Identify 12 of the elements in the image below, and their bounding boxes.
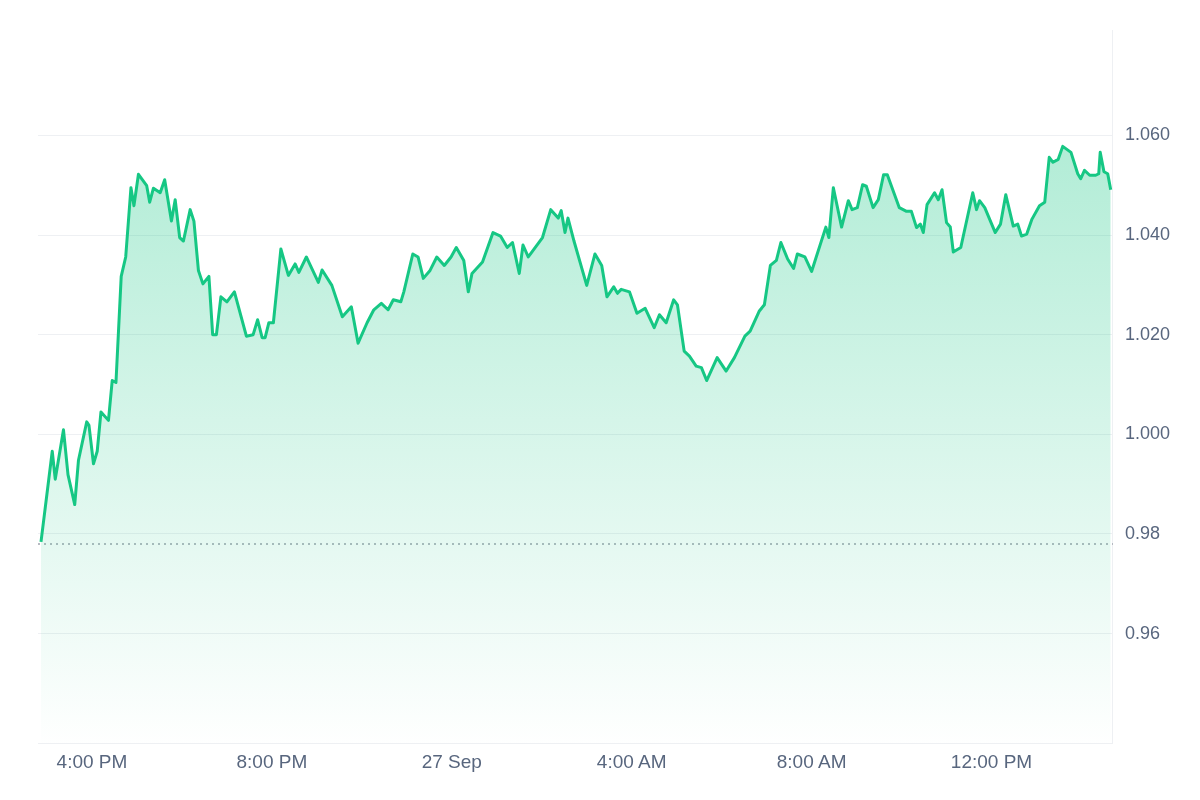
y-tick-label: 1.060 xyxy=(1124,124,1170,145)
x-tick-label: 4:00 AM xyxy=(596,750,667,772)
x-tick-label: 4:00 PM xyxy=(56,750,128,772)
x-tick-label: 8:00 PM xyxy=(236,750,308,772)
y-tick-label: 0.98 xyxy=(1124,522,1160,543)
y-tick-label: 1.000 xyxy=(1124,423,1170,444)
x-tick-label: 27 Sep xyxy=(421,750,482,772)
y-tick-label: 0.96 xyxy=(1124,622,1160,643)
y-tick-label: 1.020 xyxy=(1124,323,1170,344)
y-tick-label: 1.040 xyxy=(1124,224,1170,245)
x-tick-label: 8:00 AM xyxy=(776,750,847,772)
x-tick-label: 12:00 PM xyxy=(950,750,1033,772)
